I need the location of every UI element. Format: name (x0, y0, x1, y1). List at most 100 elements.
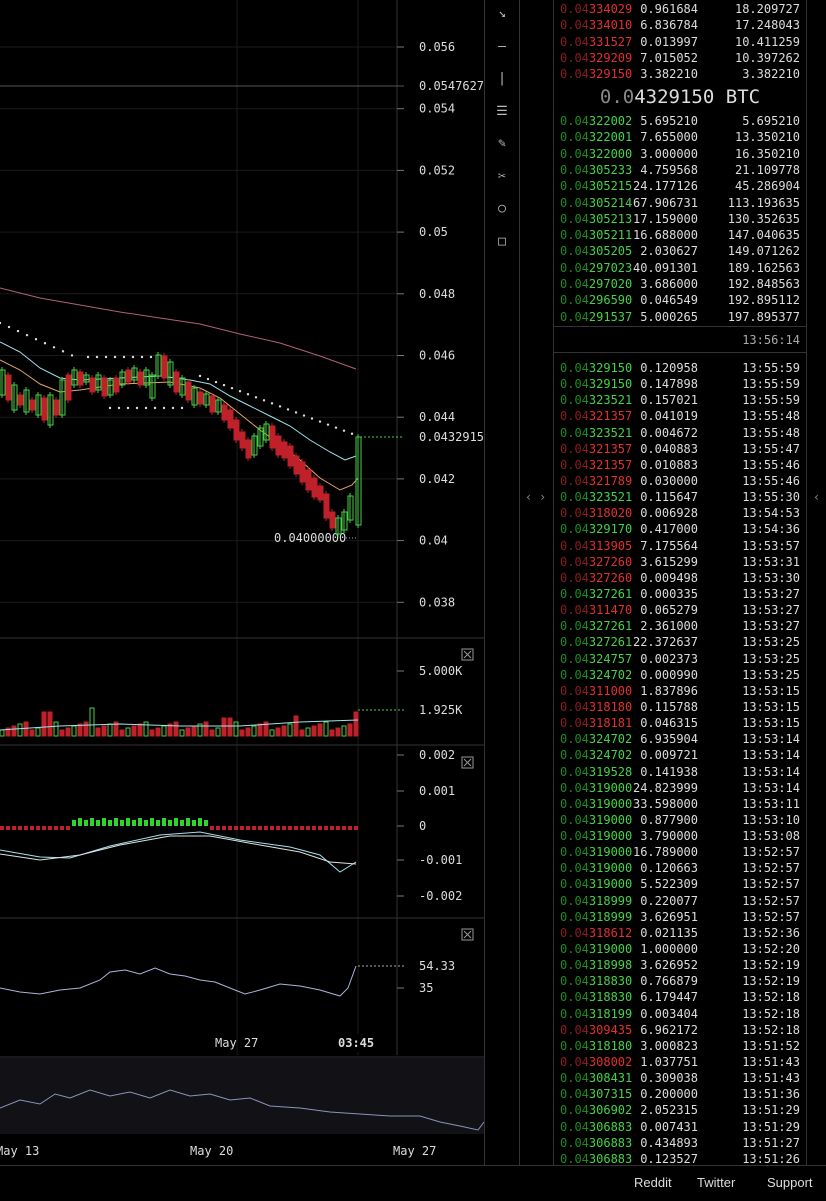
bid-row: 0.04322001 7.655000 13.350210 (554, 129, 806, 145)
price-digits: 318998 (588, 958, 633, 973)
price-digits: 319000 (588, 812, 633, 827)
volume-bar (5, 727, 11, 737)
time: 13:52:36 (742, 925, 800, 940)
close-macd-pane-icon[interactable] (461, 756, 474, 769)
twitter-link[interactable]: Twitter (697, 1175, 736, 1190)
circle-tool-icon[interactable]: ○ (498, 201, 506, 216)
price: 0.04321357 (560, 408, 632, 424)
price-digits: 322002 (588, 114, 633, 128)
candle (107, 379, 114, 396)
price-prefix: 0.04 (560, 683, 589, 698)
fib-tool-icon[interactable]: ☰ (496, 103, 508, 119)
support-link[interactable]: Support (767, 1175, 813, 1190)
price-digits: 318999 (588, 893, 633, 908)
price-prefix: 0.04 (560, 490, 589, 505)
close-rsi-pane-icon[interactable] (461, 928, 474, 941)
macd-histogram-bar (180, 820, 184, 826)
macd-histogram-bar (234, 826, 238, 830)
sar-dot (70, 354, 74, 357)
price-digits: 329170 (588, 522, 633, 537)
rectangle-tool-icon[interactable]: □ (498, 233, 506, 249)
price-digits: 309435 (588, 1022, 633, 1037)
sar-dot (104, 355, 108, 359)
bid-row: 0.04305205 2.030627 149.071262 (554, 243, 806, 259)
sar-dot (153, 406, 157, 410)
price: 0.04305213 (560, 211, 632, 227)
candle (317, 485, 324, 501)
price-prefix: 0.04 (560, 409, 589, 424)
volume-bar (329, 729, 335, 737)
time: 13:55:30 (742, 490, 800, 505)
size: 0.009721 (640, 748, 698, 763)
volume-bar (83, 721, 89, 737)
chevron-left-icon[interactable]: ‹ (813, 490, 821, 504)
candle (355, 436, 362, 526)
panel-splitter[interactable]: ‹ › (519, 0, 554, 1165)
volume-bar (353, 711, 359, 737)
navigator[interactable] (0, 1058, 484, 1134)
sar-dot (334, 426, 338, 429)
price: 0.04318181 (560, 715, 632, 731)
price-prefix: 0.04 (560, 554, 589, 569)
candle (299, 461, 306, 483)
macd-histogram-bar (342, 826, 346, 830)
macd-histogram-bar (42, 826, 46, 830)
right-collapse-bar[interactable]: ‹ (806, 0, 826, 1165)
collapse-left-icon[interactable]: ‹ (525, 490, 533, 504)
price-digits: 327260 (588, 570, 633, 585)
price: 0.04319000 (560, 796, 632, 812)
mid-price-prefix: 0.0 (599, 86, 635, 108)
total: 192.895112 (727, 293, 800, 308)
price-prefix: 0.04 (560, 506, 589, 521)
price-prefix: 0.04 (560, 748, 589, 763)
price-chart-area[interactable]: 0.056 0.054 0.052 0.05 0.048 0.046 0.044 0.042 0… (0, 0, 484, 1165)
candle (173, 371, 180, 393)
time: 13:51:26 (742, 1151, 800, 1166)
size: 0.004672 (640, 425, 698, 440)
size: 0.046315 (640, 716, 698, 731)
price-prefix: 0.04 (560, 958, 589, 973)
price: 0.04319000 (560, 828, 632, 844)
candle (257, 427, 264, 447)
macd-histogram-bar (186, 818, 190, 826)
macd-histogram-bar (90, 818, 94, 826)
reddit-link[interactable]: Reddit (634, 1175, 672, 1190)
price-digits: 306902 (588, 1103, 633, 1118)
macd-histogram-bar (312, 826, 316, 830)
vertical-line-icon[interactable]: | (498, 71, 506, 86)
volume-bar (317, 723, 323, 737)
macd-histogram-bar (0, 826, 4, 830)
expand-right-icon[interactable]: › (539, 490, 547, 504)
price-prefix: 0.04 (560, 732, 589, 747)
macd-histogram-bar (138, 818, 142, 826)
volume-bar (17, 723, 23, 737)
time: 13:53:11 (742, 796, 800, 811)
pencil-tool-icon[interactable]: ✎ (498, 136, 506, 151)
arrow-tool-icon[interactable]: ↘ (498, 6, 506, 21)
candle (281, 441, 288, 459)
scissors-tool-icon[interactable]: ✂ (498, 168, 506, 184)
time: 13:52:57 (742, 861, 800, 876)
macd-histogram-bar (96, 820, 100, 826)
price: 0.04305205 (560, 243, 632, 259)
chart-canvas[interactable]: 0.056 0.054 0.052 0.05 0.048 0.046 0.044 0.042 0… (0, 0, 484, 1165)
rsi-last-label: 54.33 (419, 959, 455, 973)
price-prefix: 0.04 (560, 925, 589, 940)
close-volume-pane-icon[interactable] (461, 648, 474, 661)
total: 3.382210 (742, 67, 800, 82)
price: 0.04305233 (560, 162, 632, 178)
price: 0.04321357 (560, 441, 632, 457)
size: 0.000335 (640, 586, 698, 601)
price: 0.04318830 (560, 989, 632, 1005)
time: 13:53:25 (742, 651, 800, 666)
price-axis-label: 0.054 (419, 102, 455, 116)
price-digits: 329209 (588, 50, 633, 65)
trade-row: 0.04324702 0.009721 13:53:14 (554, 747, 806, 763)
price-digits: 327260 (588, 554, 633, 569)
sar-dot (294, 411, 298, 414)
size: 0.200000 (640, 1087, 698, 1102)
horizontal-line-icon[interactable]: — (498, 38, 506, 54)
macd-histogram-bar (264, 826, 268, 830)
macd-histogram-bar (222, 826, 226, 830)
volume-bar (167, 723, 173, 737)
